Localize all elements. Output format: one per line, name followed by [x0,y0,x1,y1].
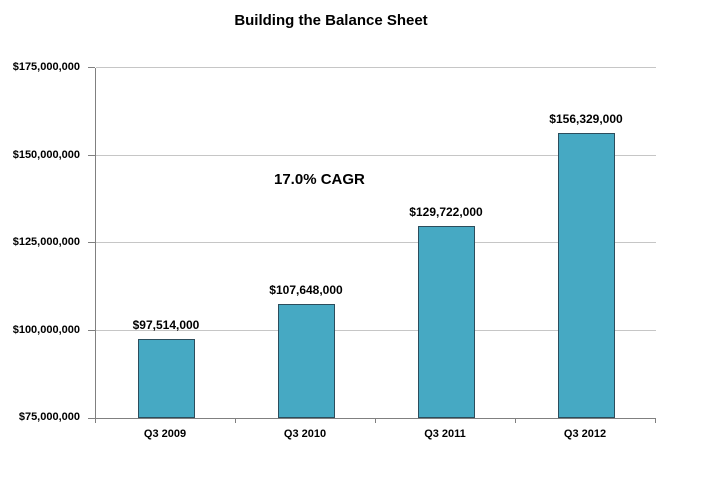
y-tick-mark [88,67,95,68]
x-axis-tick-label: Q3 2012 [563,428,607,440]
bar-q3-2010 [277,303,335,418]
x-tick-mark [375,419,376,423]
y-axis-tick-label: $125,000,000 [12,236,80,248]
x-tick-mark [95,419,96,423]
x-tick-mark [655,419,656,423]
gridline [96,154,656,156]
bar-data-label: $129,722,000 [409,205,483,220]
bar-q3-2012 [557,133,615,418]
bar-q3-2011 [417,226,475,418]
gridline [96,67,656,68]
gridline [96,329,656,331]
bar-q3-2009 [137,339,195,418]
y-axis-tick-label: $75,000,000 [18,411,80,423]
x-axis-tick-label: Q3 2010 [283,428,327,440]
x-tick-mark [235,419,236,423]
chart-title: Building the Balance Sheet [234,12,428,29]
bar-data-label: $107,648,000 [269,282,343,297]
y-axis-tick-label: $100,000,000 [12,323,80,336]
gridline [96,242,656,243]
x-tick-mark [515,419,516,423]
y-axis-tick-label: $150,000,000 [12,148,80,161]
y-axis-tick-label: $175,000,000 [12,61,80,73]
x-axis-tick-label: Q3 2011 [424,428,466,440]
plot-area: 17.0% CAGR $97,514,000 $107,648,000 $129,7… [95,67,656,419]
bar-data-label: $97,514,000 [132,318,200,333]
y-tick-mark [88,154,95,156]
y-tick-mark [88,418,95,419]
cagr-annotation: 17.0% CAGR [274,171,365,188]
x-axis-tick-label: Q3 2009 [143,428,187,440]
bar-data-label: $156,329,000 [549,112,623,127]
y-tick-mark [88,329,95,331]
y-tick-mark [88,242,95,243]
